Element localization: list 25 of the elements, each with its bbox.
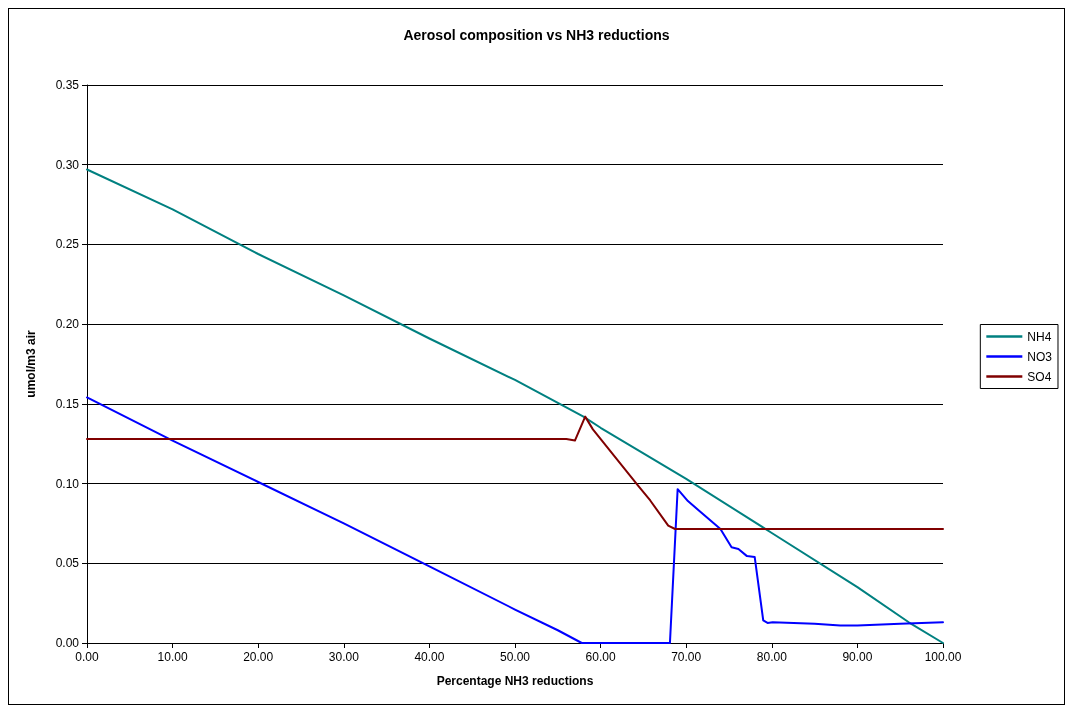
x-tick-label: 40.00 (414, 650, 445, 664)
x-tick-label: 70.00 (671, 650, 702, 664)
y-tick-label: 0.20 (55, 317, 80, 332)
x-tick-label: 60.00 (585, 650, 616, 664)
x-tick-label: 10.00 (157, 650, 188, 664)
x-tick-label: 0.00 (75, 650, 99, 664)
x-tick-label: 90.00 (842, 650, 873, 664)
x-tick-label: 30.00 (328, 650, 360, 664)
y-axis-title: umol/m3 air (24, 330, 38, 398)
x-tick-label: 80.00 (756, 650, 788, 664)
y-tick-label: 0.25 (55, 237, 80, 252)
x-tick-label: 50.00 (499, 650, 531, 664)
chart-title: Aerosol composition vs NH3 reductions (403, 27, 670, 43)
y-tick-label: 0.35 (55, 78, 80, 92)
legend-label: NO3 (1027, 349, 1053, 364)
x-tick-label: 100.00 (924, 650, 962, 664)
legend-label: NH4 (1027, 329, 1052, 344)
y-tick-label: 0.05 (55, 556, 80, 571)
legend-label: SO4 (1027, 369, 1052, 384)
y-tick-label: 0.15 (55, 396, 80, 411)
x-axis-title: Percentage NH3 reductions (436, 674, 594, 688)
x-tick-label: 20.00 (243, 650, 274, 664)
y-tick-label: 0.00 (55, 636, 80, 650)
y-tick-label: 0.30 (55, 157, 80, 172)
y-tick-label: 0.10 (55, 476, 80, 491)
